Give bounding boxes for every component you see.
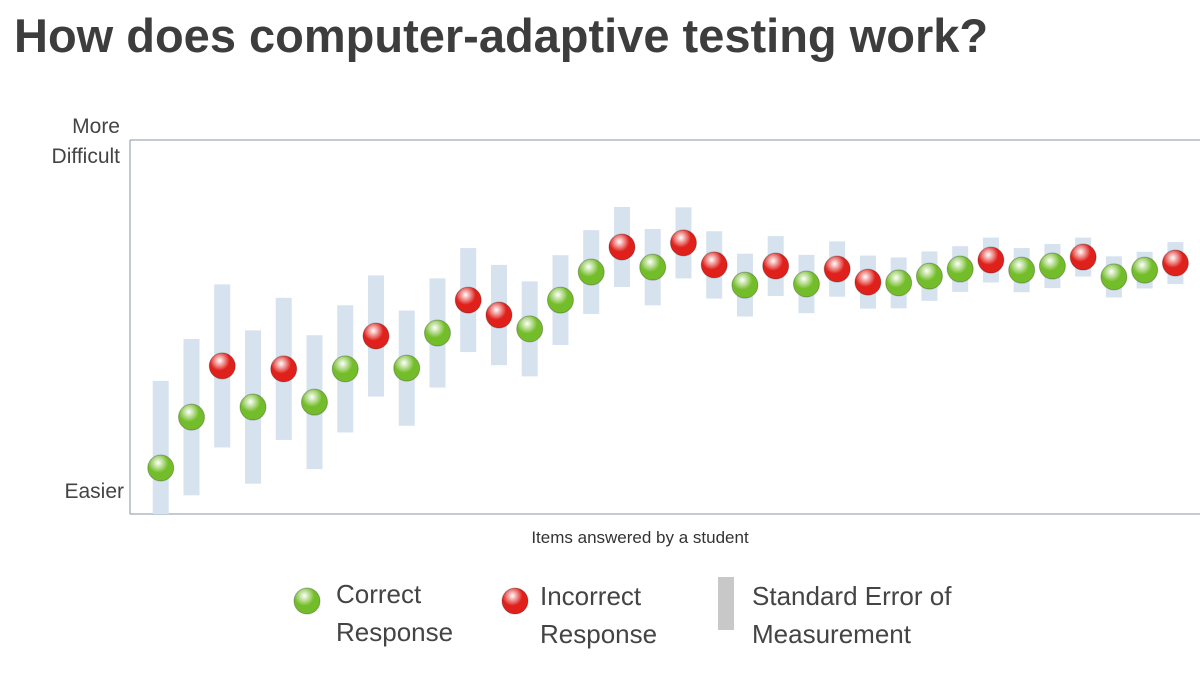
x-axis-label: Items answered by a student <box>531 528 749 547</box>
y-top-label: More Difficult <box>51 115 120 168</box>
response-dot <box>1069 243 1097 271</box>
response-dot <box>485 301 513 329</box>
response-dot <box>762 252 790 280</box>
y-bottom-label: Easier <box>64 480 124 503</box>
response-dot <box>577 258 605 286</box>
response-dot <box>823 255 851 283</box>
legend-marker <box>293 587 321 615</box>
response-dot <box>362 322 390 350</box>
legend-label: Incorrect Response <box>540 581 658 649</box>
legend-label: Standard Error of Measurement <box>752 581 952 649</box>
response-dot <box>608 233 636 261</box>
response-dot <box>393 354 421 382</box>
chart-title: How does computer-adaptive testing work? <box>14 9 989 62</box>
legend-marker <box>718 577 734 630</box>
response-dot <box>177 403 205 431</box>
response-dot <box>639 253 667 281</box>
response-dot <box>331 355 359 383</box>
response-dot <box>946 255 974 283</box>
response-dot <box>239 393 267 421</box>
response-dot <box>1008 256 1036 284</box>
response-dot <box>208 352 236 380</box>
response-dot <box>1161 249 1189 277</box>
response-dot <box>854 268 882 296</box>
response-dot <box>669 229 697 257</box>
response-dot <box>270 355 298 383</box>
response-dot <box>516 315 544 343</box>
response-dot <box>915 262 943 290</box>
response-dot <box>977 246 1005 274</box>
response-dot <box>454 286 482 314</box>
error-bar <box>152 380 169 514</box>
response-dot <box>885 269 913 297</box>
response-dot <box>147 454 175 482</box>
response-dot <box>423 319 451 347</box>
response-dot <box>1131 256 1159 284</box>
legend-marker <box>501 587 529 615</box>
response-dot <box>1100 263 1128 291</box>
response-dot <box>792 270 820 298</box>
response-dot <box>1038 252 1066 280</box>
response-dot <box>700 251 728 279</box>
response-dot <box>731 271 759 299</box>
legend-label: Correct Response <box>336 579 454 647</box>
response-dot <box>300 388 328 416</box>
response-dot <box>546 286 574 314</box>
